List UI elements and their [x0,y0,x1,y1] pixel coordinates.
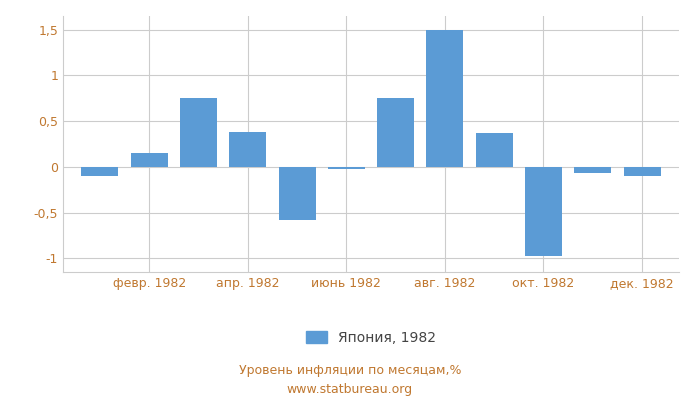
Bar [525,167,562,256]
Bar [279,167,316,220]
Legend: Япония, 1982: Япония, 1982 [300,325,442,350]
Bar [624,167,661,176]
Bar [328,167,365,169]
Bar [574,167,611,173]
Bar [230,132,266,167]
Bar [377,98,414,167]
Text: Уровень инфляции по месяцам,%
www.statbureau.org: Уровень инфляции по месяцам,% www.statbu… [239,364,461,396]
Bar [426,30,463,167]
Bar [131,153,168,167]
Bar [180,98,217,167]
Bar [476,133,512,167]
Bar [81,167,118,176]
